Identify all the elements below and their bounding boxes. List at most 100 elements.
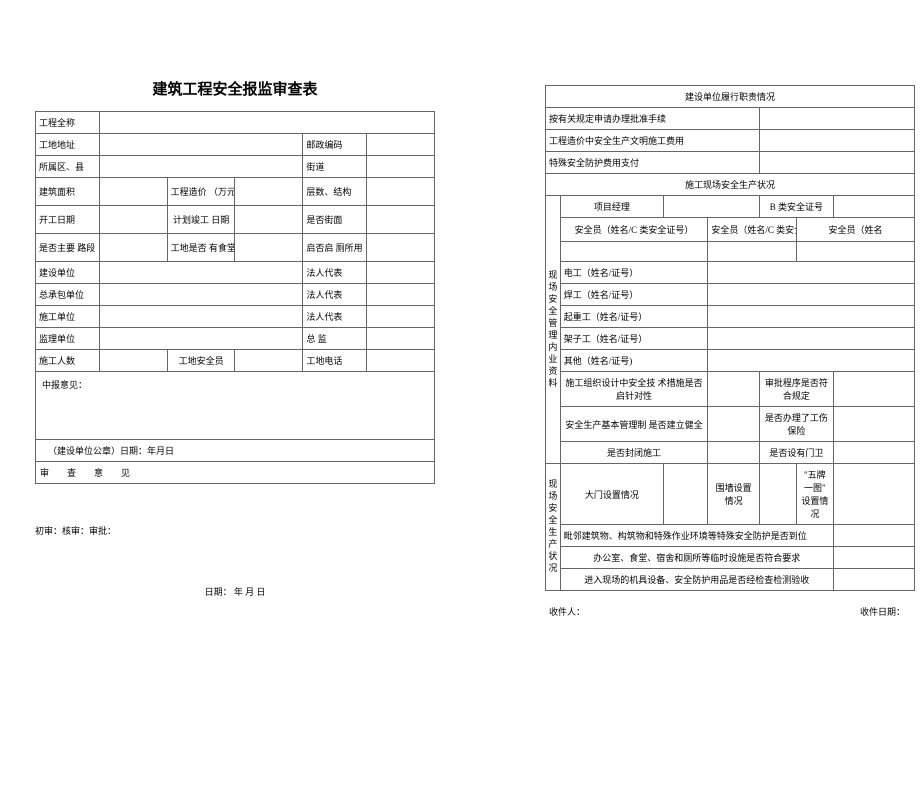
val-approval[interactable] xyxy=(833,372,914,407)
val-toilet[interactable] xyxy=(367,234,435,262)
label-mgmt: 安全生产基本管理制 是否建立健全 xyxy=(560,407,708,442)
sec1-r3: 特殊安全防护费用支付 xyxy=(546,152,760,174)
receiver-line: 收件人： 收件日期： xyxy=(545,605,915,618)
val-board-set[interactable] xyxy=(833,464,914,525)
label-street: 街道 xyxy=(303,156,367,178)
val-start-date[interactable] xyxy=(99,206,167,234)
label-elec: 电工（姓名/证号） xyxy=(560,262,708,284)
val-closed[interactable] xyxy=(708,442,760,464)
label-start-date: 开工日期 xyxy=(36,206,100,234)
label-recv-date: 收件日期： xyxy=(860,605,905,618)
val-wall-set[interactable] xyxy=(760,464,797,525)
label-postal: 邮政编码 xyxy=(303,134,367,156)
label-floors: 层数、结构 xyxy=(303,178,367,206)
val-gate-set[interactable] xyxy=(664,464,708,525)
opinion-box[interactable]: 中报意见： xyxy=(36,372,435,440)
val-street[interactable] xyxy=(367,156,435,178)
label-legal1: 法人代表 xyxy=(303,262,367,284)
val-cost[interactable] xyxy=(235,178,303,206)
sec1-r3-val[interactable] xyxy=(760,152,915,174)
val-contractor[interactable] xyxy=(99,284,302,306)
val-safety-c2[interactable] xyxy=(708,242,797,262)
val-bcert[interactable] xyxy=(833,196,914,218)
val-adj[interactable] xyxy=(833,525,914,547)
val-supervisor[interactable] xyxy=(367,328,435,350)
audit-header: 审查意见 xyxy=(36,462,435,484)
val-site-phone[interactable] xyxy=(367,350,435,372)
label-approval: 审批程序是否符 合规定 xyxy=(760,372,834,407)
label-canteen: 工地是否 有食堂 xyxy=(167,234,235,262)
sec1-header: 建设单位履行职责情况 xyxy=(546,86,915,108)
label-district: 所属区、县 xyxy=(36,156,100,178)
label-cost: 工程造价 （万元） xyxy=(167,178,235,206)
val-safety-c[interactable] xyxy=(560,242,708,262)
label-insurance: 是否办理了工伤 保险 xyxy=(760,407,834,442)
val-safety-n[interactable] xyxy=(796,242,914,262)
label-weld: 焊工（姓名/证号） xyxy=(560,284,708,306)
val-office[interactable] xyxy=(833,547,914,569)
label-receiver: 收件人： xyxy=(549,605,585,618)
val-is-street[interactable] xyxy=(367,206,435,234)
val-pm[interactable] xyxy=(664,196,760,218)
val-district[interactable] xyxy=(99,156,302,178)
val-construct-unit[interactable] xyxy=(99,306,302,328)
val-floors[interactable] xyxy=(367,178,435,206)
label-main-road: 是否主要 路段 xyxy=(36,234,100,262)
label-legal3: 法人代表 xyxy=(303,306,367,328)
label-pm: 项目经理 xyxy=(560,196,663,218)
label-plan-finish: 计划竣工 日期 xyxy=(167,206,235,234)
val-build-unit[interactable] xyxy=(99,262,302,284)
label-supervisor: 总 监 xyxy=(303,328,367,350)
val-tech[interactable] xyxy=(708,372,760,407)
label-workers: 施工人数 xyxy=(36,350,100,372)
val-legal1[interactable] xyxy=(367,262,435,284)
val-supervise-unit[interactable] xyxy=(99,328,302,350)
val-mgmt[interactable] xyxy=(708,407,760,442)
val-project-name[interactable] xyxy=(99,112,434,134)
label-build-area: 建筑面积 xyxy=(36,178,100,206)
val-crane[interactable] xyxy=(708,306,915,328)
label-site-addr: 工地地址 xyxy=(36,134,100,156)
label-safety-n: 安全员（姓名 xyxy=(796,218,914,242)
label-toilet: 启否启 厕所用 xyxy=(303,234,367,262)
label-tech: 施工组织设计中安全技 术措施是否启针对性 xyxy=(560,372,708,407)
stamp-line: （建设单位公章）日期：年月日 xyxy=(36,440,435,462)
label-opinion: 中报意见： xyxy=(42,380,87,390)
val-other[interactable] xyxy=(708,350,915,372)
label-closed: 是否封闭施工 xyxy=(560,442,708,464)
val-legal3[interactable] xyxy=(367,306,435,328)
right-form: 建设单位履行职责情况 按有关规定申请办理批准手续 工程造价中安全生产文明施工费用… xyxy=(545,85,915,618)
sec1-r2-val[interactable] xyxy=(760,130,915,152)
label-construct-unit: 施工单位 xyxy=(36,306,100,328)
val-gate[interactable] xyxy=(833,442,914,464)
val-workers[interactable] xyxy=(99,350,167,372)
val-plan-finish[interactable] xyxy=(235,206,303,234)
val-insurance[interactable] xyxy=(833,407,914,442)
val-weld[interactable] xyxy=(708,284,915,306)
form-title: 建筑工程安全报监审查表 xyxy=(35,78,435,99)
label-gate: 是否设有门卫 xyxy=(760,442,834,464)
label-legal2: 法人代表 xyxy=(303,284,367,306)
val-safety-officer[interactable] xyxy=(235,350,303,372)
vert-label-2: 现场安全生产状况 xyxy=(546,464,561,591)
val-elec[interactable] xyxy=(708,262,915,284)
val-legal2[interactable] xyxy=(367,284,435,306)
bottom-signoff: 初审：核审：审批： xyxy=(35,524,435,537)
val-main-road[interactable] xyxy=(99,234,167,262)
val-build-area[interactable] xyxy=(99,178,167,206)
val-postal[interactable] xyxy=(367,134,435,156)
label-board-set: "五牌一图" 设置情况 xyxy=(796,464,833,525)
sec1-r2: 工程造价中安全生产文明施工费用 xyxy=(546,130,760,152)
label-is-street: 是否街面 xyxy=(303,206,367,234)
val-canteen[interactable] xyxy=(235,234,303,262)
sec1-r1-val[interactable] xyxy=(760,108,915,130)
label-gate-set: 大门设置情况 xyxy=(560,464,663,525)
val-equip[interactable] xyxy=(833,569,914,591)
val-scaf[interactable] xyxy=(708,328,915,350)
left-form: 建筑工程安全报监审查表 工程全称 工地地址邮政编码 所属区、县街道 建筑面积工程… xyxy=(35,78,435,598)
val-site-addr[interactable] xyxy=(99,134,302,156)
label-wall-set: 围墙设置 情况 xyxy=(708,464,760,525)
label-scaf: 架子工（姓名/证号） xyxy=(560,328,708,350)
left-table: 工程全称 工地地址邮政编码 所属区、县街道 建筑面积工程造价 （万元）层数、结构… xyxy=(35,111,435,484)
sec1-r1: 按有关规定申请办理批准手续 xyxy=(546,108,760,130)
